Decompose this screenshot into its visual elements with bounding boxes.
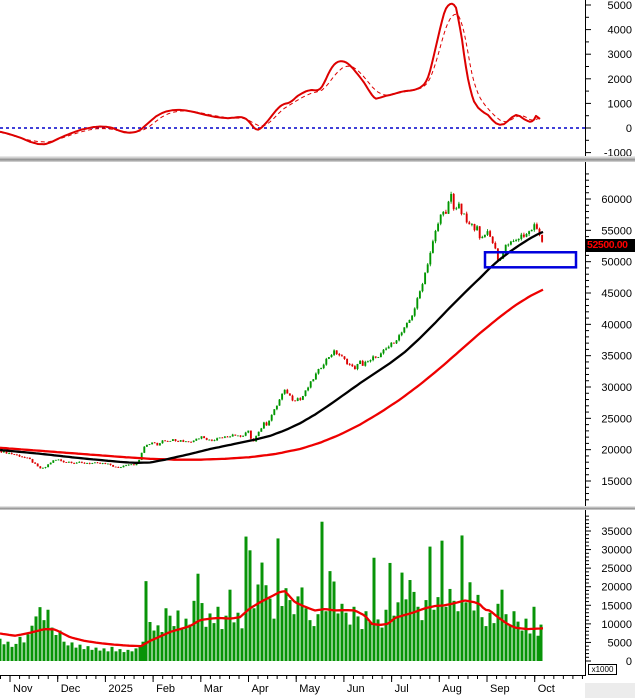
svg-text:0: 0 xyxy=(626,656,632,668)
month-label: Dec xyxy=(61,683,81,695)
svg-text:-1000: -1000 xyxy=(604,148,632,156)
last-price-tag: 52500.00 xyxy=(586,239,635,252)
svg-text:55000: 55000 xyxy=(601,225,632,237)
volume-unit-label: x1000 xyxy=(588,664,617,675)
oscillator-main xyxy=(0,2,541,146)
oscillator-signal xyxy=(0,13,541,143)
svg-text:2000: 2000 xyxy=(608,74,632,86)
svg-text:20000: 20000 xyxy=(601,582,632,594)
svg-text:4000: 4000 xyxy=(608,25,632,37)
svg-text:40000: 40000 xyxy=(601,319,632,331)
svg-text:35000: 35000 xyxy=(601,526,632,538)
price-panel[interactable]: 60000 55000 50000 45000 40000 35000 30000 25000… xyxy=(0,162,635,506)
month-label: Mar xyxy=(204,683,223,695)
month-label: May xyxy=(299,683,320,695)
month-label: Apr xyxy=(252,683,269,695)
svg-text:50000: 50000 xyxy=(601,257,632,269)
panel-splitter[interactable] xyxy=(0,156,635,162)
svg-text:5000: 5000 xyxy=(608,0,632,12)
svg-text:1000: 1000 xyxy=(608,98,632,110)
month-label: Oct xyxy=(538,683,555,695)
time-axis: Nov Dec 2025 Feb Mar Apr May Jun Jul Aug Sep Oct xyxy=(0,675,586,695)
svg-text:45000: 45000 xyxy=(601,288,632,300)
svg-text:3000: 3000 xyxy=(608,49,632,61)
svg-text:25000: 25000 xyxy=(601,413,632,425)
indicator-panel[interactable]: 5000 4000 3000 2000 1000 0 -1000 xyxy=(0,0,635,156)
svg-text:15000: 15000 xyxy=(601,600,632,612)
svg-text:30000: 30000 xyxy=(601,382,632,394)
svg-text:0: 0 xyxy=(626,123,632,135)
highlight-box[interactable] xyxy=(483,251,578,269)
month-label: Nov xyxy=(13,683,33,695)
volume-panel[interactable]: 35000 30000 25000 20000 15000 10000 5000 0 xyxy=(0,510,635,675)
svg-text:20000: 20000 xyxy=(601,445,632,457)
volume-moving-average xyxy=(0,589,544,648)
panel-splitter[interactable] xyxy=(0,506,635,510)
svg-text:10000: 10000 xyxy=(601,619,632,631)
svg-text:35000: 35000 xyxy=(601,351,632,363)
month-label: Aug xyxy=(442,683,462,695)
month-label: 2025 xyxy=(108,683,132,695)
month-label: Jul xyxy=(395,683,409,695)
svg-text:15000: 15000 xyxy=(601,476,632,488)
svg-text:25000: 25000 xyxy=(601,563,632,575)
svg-text:30000: 30000 xyxy=(601,545,632,557)
month-label: Feb xyxy=(156,683,175,695)
month-label: Jun xyxy=(347,683,365,695)
svg-text:5000: 5000 xyxy=(608,637,632,649)
moving-average-slow xyxy=(0,288,544,461)
month-label: Sep xyxy=(490,683,510,695)
moving-average-fast xyxy=(0,230,544,464)
svg-text:60000: 60000 xyxy=(601,194,632,206)
axis-corner xyxy=(585,683,635,698)
